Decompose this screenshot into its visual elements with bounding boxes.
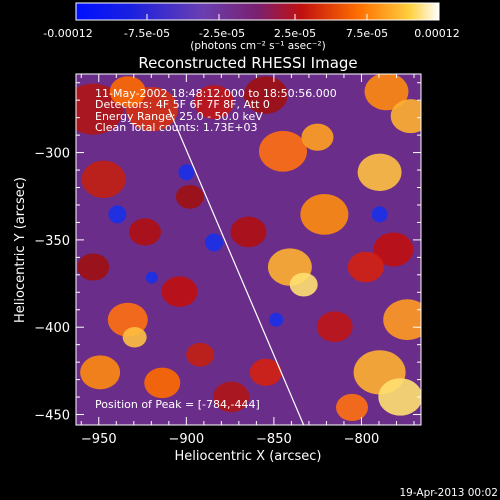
heatmap-blob [161,276,198,307]
y-tick-label: −300 [34,147,70,162]
heatmap-image [76,74,421,425]
chart-title: Reconstructed RHESSI Image [138,54,357,72]
heatmap-blob [390,99,421,134]
footer-timestamp: 19-Apr-2013 00:02 [399,487,498,499]
heatmap-blob [336,393,368,422]
plot-frame [75,73,422,426]
x-axis-label: Heliocentric X (arcsec) [175,449,322,464]
colorbar-ticks [75,14,440,20]
heatmap-blob [186,342,215,367]
x-tick-label: −950 [81,432,117,447]
heatmap-blob [81,160,126,198]
heatmap-blob [213,381,250,413]
heatmap-blob [77,253,110,281]
y-tick-label: −350 [34,234,70,249]
heatmap-blob [249,358,282,386]
heatmap-low-blob [269,312,284,327]
solar-limb-line [168,108,305,425]
heatmap-blob [316,311,353,343]
annotation-clean-counts: Clean Total counts: 1.73E+03 [95,121,258,134]
x-tick-label: −800 [344,432,380,447]
heatmap-blob [259,130,307,172]
colorbar-tick-label: 0.00012 [414,27,460,40]
heatmap-blob [122,327,147,348]
colorbar-units: (photons cm⁻² s⁻¹ asec⁻²) [190,40,325,52]
heatmap-blob [175,184,204,209]
image-annotations: 11-May-2002 18:48:12.000 to 18:50:56.000… [95,87,337,411]
heatmap-blob [373,232,414,267]
heatmap-low-blob [145,271,158,284]
annotation-energy-range: Energy Range: 25.0 - 50.0 keV [95,110,263,123]
heatmap-blob [289,272,318,297]
heatmap-blob [109,76,146,107]
heatmap-blob [357,153,402,191]
heatmap-blob [383,299,421,341]
colorbar-tick-label: -0.00012 [43,27,92,40]
heatmap-blob [300,194,349,235]
heatmap-blob [243,76,288,114]
colorbar: -0.00012 -7.5e-05 -2.5e-05 2.5e-05 7.5e-… [43,2,460,52]
y-axis: −300 −350 −400 −450 [34,82,421,424]
heatmap-blob [194,85,234,120]
y-tick-label: −400 [34,321,70,336]
heatmap-low-blob [205,233,223,252]
heatmap-blob [378,378,421,416]
colorbar-tick-label: 7.5e-05 [346,27,388,40]
heatmap-blob [230,216,267,248]
heatmap-blob [347,251,384,283]
heatmap-blob [144,367,181,399]
annotation-peak-position: Position of Peak = [-784,-444] [95,398,260,411]
colorbar-tick-label: -2.5e-05 [199,27,245,40]
colorbar-tick-label: 2.5e-05 [274,27,316,40]
y-tick-label: −450 [34,409,70,424]
colorbar-tick-label: -7.5e-05 [124,27,170,40]
heatmap-blob [80,355,121,390]
x-tick-label: −900 [168,432,204,447]
colorbar-gradient [75,2,440,21]
annotation-time-range: 11-May-2002 18:48:12.000 to 18:50:56.000 [95,87,337,100]
annotation-detectors: Detectors: 4F 5F 6F 7F 8F, Att 0 [95,98,270,111]
x-tick-label: −850 [256,432,292,447]
heatmap-low-blob [178,164,195,181]
y-axis-label: Heliocentric Y (arcsec) [13,177,28,323]
heatmap-blob [129,218,161,246]
x-axis: −950 −900 −850 −800 [80,74,415,447]
heatmap-blob [301,123,334,151]
heatmap-low-blob [371,206,388,223]
heatmap-blob [364,74,409,111]
heatmap-low-blob [108,205,127,224]
